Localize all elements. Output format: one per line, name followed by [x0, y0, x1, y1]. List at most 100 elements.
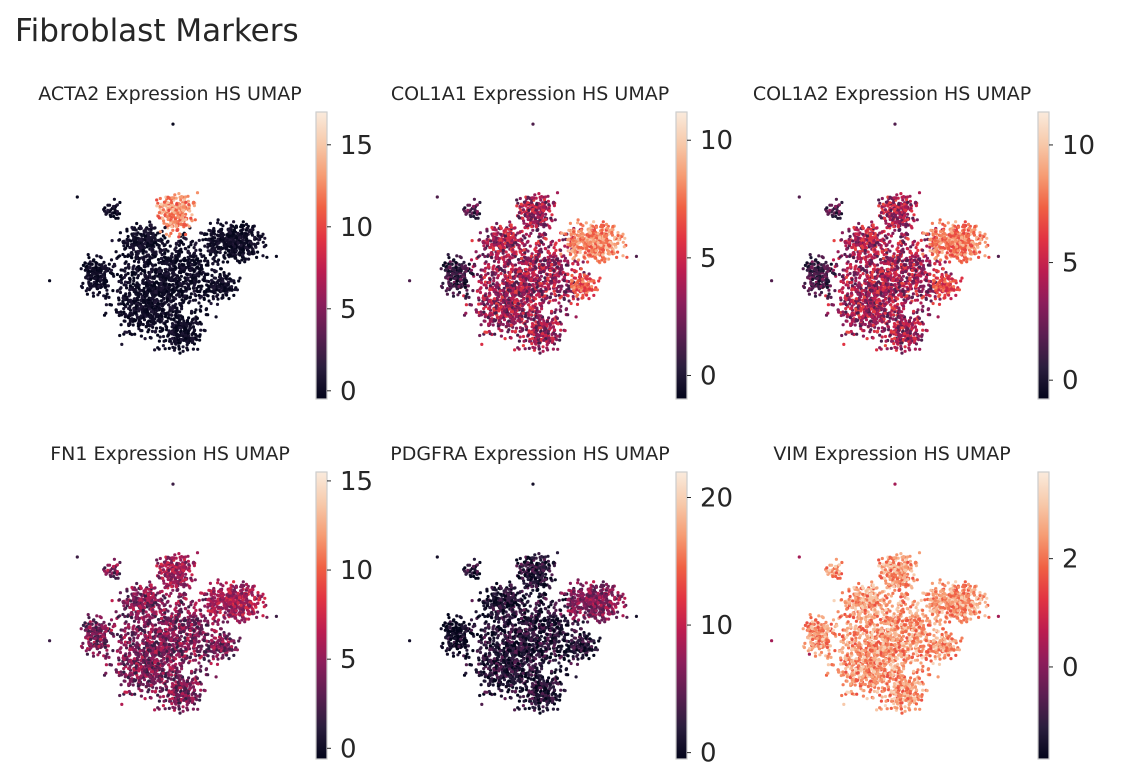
cell-point [476, 255, 480, 259]
cell-point [621, 254, 625, 258]
cell-point [150, 267, 154, 271]
cell-point [226, 260, 230, 264]
cell-point [527, 346, 531, 350]
cell-point [547, 301, 551, 305]
cell-point [162, 292, 166, 297]
cell-point [490, 243, 494, 247]
cell-point [179, 198, 183, 202]
cell-point [538, 259, 543, 263]
cell-point [556, 347, 560, 351]
cell-point [178, 326, 182, 330]
cell-point [217, 229, 221, 234]
cell-point [121, 296, 125, 300]
cell-point [557, 280, 561, 284]
cell-point [221, 236, 225, 240]
cell-point [507, 301, 511, 305]
cell-point [539, 314, 543, 318]
cell-point [616, 250, 620, 254]
cell-point [141, 288, 145, 292]
cell-point [152, 251, 156, 256]
cell-point [550, 309, 554, 313]
cell-point [139, 226, 143, 230]
cell-point [257, 238, 261, 242]
cell-point [481, 268, 485, 272]
cell-point [600, 225, 605, 229]
cell-point [549, 216, 553, 220]
cell-point [167, 275, 171, 279]
cell-point [530, 200, 534, 205]
cell-point [137, 318, 141, 323]
cell-point [621, 240, 625, 244]
cell-point [535, 293, 539, 297]
cell-point [517, 211, 522, 215]
cell-point [174, 249, 178, 254]
cell-point [221, 277, 225, 281]
cell-point [176, 338, 180, 342]
cell-point [531, 283, 535, 287]
cell-point [140, 329, 144, 333]
cell-point [213, 259, 217, 263]
cell-point [533, 277, 537, 281]
cell-point [134, 253, 138, 257]
cell-point [506, 330, 510, 334]
cell-point [156, 306, 161, 310]
cell-point [529, 317, 533, 321]
cell-point [156, 333, 160, 337]
cell-point [501, 322, 505, 327]
cell-point [178, 341, 182, 345]
cell-point [529, 231, 533, 235]
cell-point [564, 232, 568, 236]
cell-point [178, 249, 182, 253]
cell-point [155, 204, 159, 208]
cell-point [221, 280, 225, 284]
cell-point [482, 303, 486, 307]
cell-point [507, 227, 511, 231]
cell-point [204, 307, 209, 311]
cell-point [179, 289, 183, 293]
cell-point [149, 225, 153, 229]
cell-point [159, 294, 163, 298]
cell-point [531, 228, 535, 232]
cell-point [604, 222, 609, 226]
cell-point [155, 315, 159, 319]
cell-point [186, 194, 190, 198]
cell-point [531, 207, 535, 211]
cell-point [93, 277, 97, 281]
cell-point [126, 302, 130, 306]
cell-point [537, 192, 541, 196]
cell-point [530, 225, 534, 229]
cell-point [176, 289, 181, 293]
cell-point [180, 240, 184, 244]
cell-point [161, 234, 165, 238]
cell-point [501, 248, 505, 252]
cell-point [151, 243, 155, 247]
cell-point [165, 272, 169, 276]
cell-point [587, 249, 591, 253]
cell-point [149, 336, 153, 340]
cell-point [228, 240, 232, 244]
cell-point [192, 268, 196, 273]
cell-point [597, 259, 601, 264]
cell-point [156, 231, 160, 235]
cell-point [541, 205, 545, 209]
cell-point [129, 239, 133, 243]
cell-point [513, 348, 517, 352]
cell-point [154, 289, 158, 293]
cell-point [514, 308, 518, 312]
cell-point [187, 203, 191, 207]
cell-point [223, 251, 227, 255]
cell-point [207, 299, 211, 303]
cell-point [190, 239, 195, 243]
cell-point [538, 326, 543, 330]
cell-point [517, 318, 522, 322]
cell-point [557, 301, 561, 305]
cell-point [201, 270, 205, 274]
cell-point [489, 255, 494, 259]
cell-point [254, 245, 258, 249]
cell-point [161, 216, 165, 220]
cell-point [491, 323, 495, 327]
cell-point [576, 218, 580, 222]
cell-point [118, 290, 123, 295]
cell-point [474, 250, 478, 254]
cell-point [573, 236, 577, 240]
